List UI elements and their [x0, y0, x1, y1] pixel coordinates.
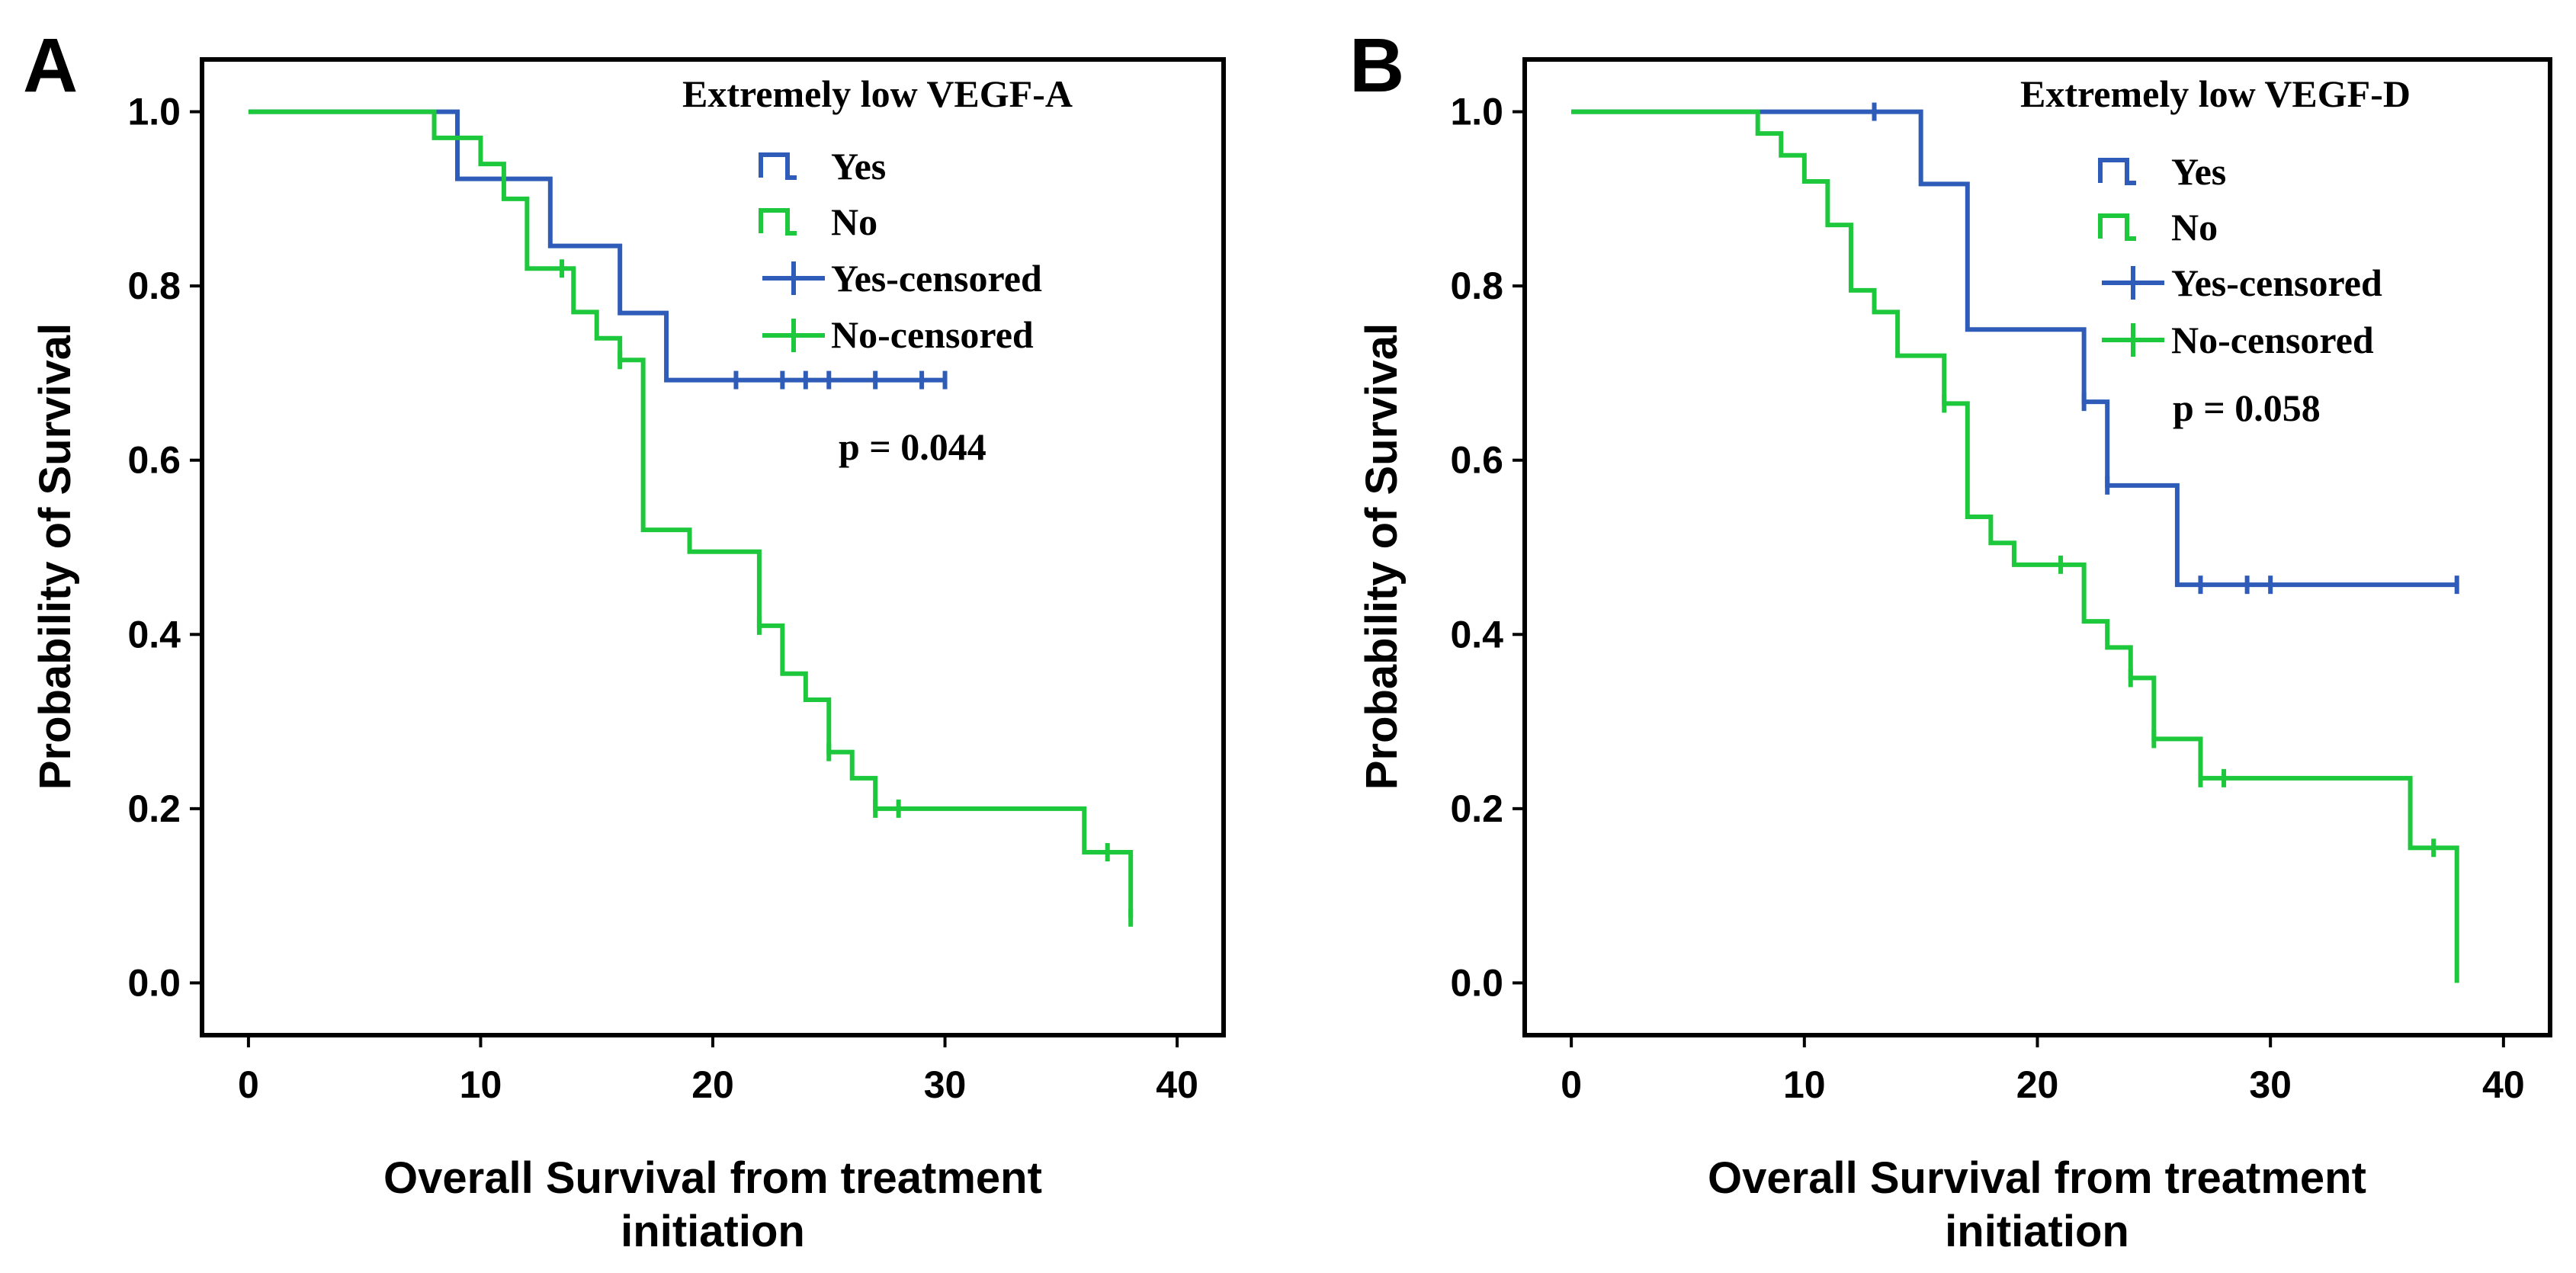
panel-a-y-tick-label: 0.2 — [127, 787, 181, 830]
panel-b-p-value: p = 0.058 — [2173, 386, 2321, 429]
panel-b-x-tick-label: 30 — [2249, 1063, 2292, 1106]
panel-b-letter: B — [1349, 23, 1404, 108]
panel-a-curves — [248, 109, 1134, 927]
panel-a-legend: Yes No Yes-censored No-censored — [759, 145, 1042, 356]
panel-b-curves — [1571, 102, 2459, 983]
panel-b-x-tick-label: 40 — [2482, 1063, 2525, 1106]
panel-a-x-tick-label: 10 — [460, 1063, 502, 1106]
panel-a-x-tick-label: 30 — [924, 1063, 967, 1106]
panel-b-legend-yes: Yes — [2171, 150, 2226, 193]
panel-b-y-tick-label: 0.2 — [1450, 787, 1503, 830]
panel-b-legend-no-symbol — [2098, 213, 2136, 241]
panel-a-letter: A — [23, 23, 78, 108]
panel-b-legend-yes-censored-symbol — [2102, 266, 2164, 300]
panel-a-legend-no: No — [831, 200, 877, 243]
panel-b-y-tick-label: 0.0 — [1450, 961, 1503, 1004]
panel-b-legend-yes-symbol — [2098, 158, 2136, 185]
panel-b-x-tick-label: 20 — [2016, 1063, 2059, 1106]
panel-a-x-axis-title-line1: Overall Survival from treatment — [383, 1153, 1042, 1203]
panel-b-x-tick-label: 10 — [1783, 1063, 1826, 1106]
panel-a: A Probability of Survival 0.00.20.40.60.… — [23, 23, 1226, 1256]
panel-a-legend-title: Extremely low VEGF-A — [682, 72, 1073, 115]
panel-a-y-tick-label: 0.4 — [127, 613, 181, 656]
panel-b-plot-frame — [1522, 57, 2552, 1037]
panel-b-legend-no: No — [2171, 206, 2218, 249]
panel-a-legend-yes-censored: Yes-censored — [831, 257, 1042, 300]
panel-b-series-no-curve — [1571, 109, 2459, 983]
panel-a-legend-yes-censored-symbol — [762, 261, 825, 295]
panel-b-series-yes-curve — [1571, 109, 2457, 588]
panel-a-series-no-curve — [248, 109, 1134, 918]
panel-a-y-tick-label: 0.8 — [127, 265, 181, 307]
panel-a-series-yes-curve — [248, 109, 945, 383]
panel-b-legend-yes-censored: Yes-censored — [2171, 261, 2382, 304]
panel-b: B Probability of Survival 0.00.20.40.60.… — [1349, 23, 2552, 1256]
panel-b-legend: Yes No Yes-censored No-censored — [2098, 150, 2382, 361]
panel-a-legend-yes-symbol — [759, 152, 797, 180]
panel-a-legend-no-censored-symbol — [762, 319, 825, 352]
panel-b-y-tick-label: 1.0 — [1450, 91, 1503, 133]
panel-b-y-tick-label: 0.4 — [1450, 613, 1503, 656]
panel-a-x-tick-label: 20 — [691, 1063, 734, 1106]
panel-b-legend-no-censored-symbol — [2102, 323, 2164, 357]
panel-b-legend-no-censored: No-censored — [2171, 319, 2374, 361]
panel-a-x-tick-label: 0 — [238, 1063, 259, 1106]
panel-a-p-value: p = 0.044 — [839, 425, 986, 468]
panel-a-plot-frame — [200, 57, 1226, 1037]
panel-b-y-axis-title: Probability of Survival — [1357, 323, 1407, 790]
panel-a-y-tick-label: 0.0 — [127, 961, 181, 1004]
panel-b-y-tick-label: 0.8 — [1450, 265, 1503, 307]
panel-b-x-ticks: 0 10 20 30 40 — [1561, 1035, 2525, 1106]
panel-b-y-tick-label: 0.6 — [1450, 439, 1503, 482]
panel-a-legend-no-censored: No-censored — [831, 313, 1034, 356]
panel-a-legend-no-symbol — [759, 208, 797, 236]
panel-b-x-axis-title-line2: initiation — [1945, 1207, 2129, 1256]
panel-a-y-tick-label: 1.0 — [127, 91, 181, 133]
panel-a-y-ticks: 0.0 0.2 0.4 0.6 0.8 1.0 — [127, 91, 202, 1004]
panel-a-x-ticks: 0 10 20 30 40 — [238, 1035, 1198, 1106]
panel-a-legend-yes: Yes — [831, 145, 886, 188]
panel-a-x-tick-label: 40 — [1156, 1063, 1198, 1106]
panel-b-x-axis-title-line1: Overall Survival from treatment — [1708, 1153, 2366, 1203]
panel-b-legend-title: Extremely low VEGF-D — [2020, 72, 2411, 115]
panel-a-y-axis-title: Probability of Survival — [30, 323, 80, 790]
panel-a-y-tick-label: 0.6 — [127, 439, 181, 482]
panel-b-x-tick-label: 0 — [1561, 1063, 1582, 1106]
panel-a-x-axis-title-line2: initiation — [621, 1207, 805, 1256]
panel-b-y-ticks: 0.0 0.2 0.4 0.6 0.8 1.0 — [1450, 91, 1525, 1004]
